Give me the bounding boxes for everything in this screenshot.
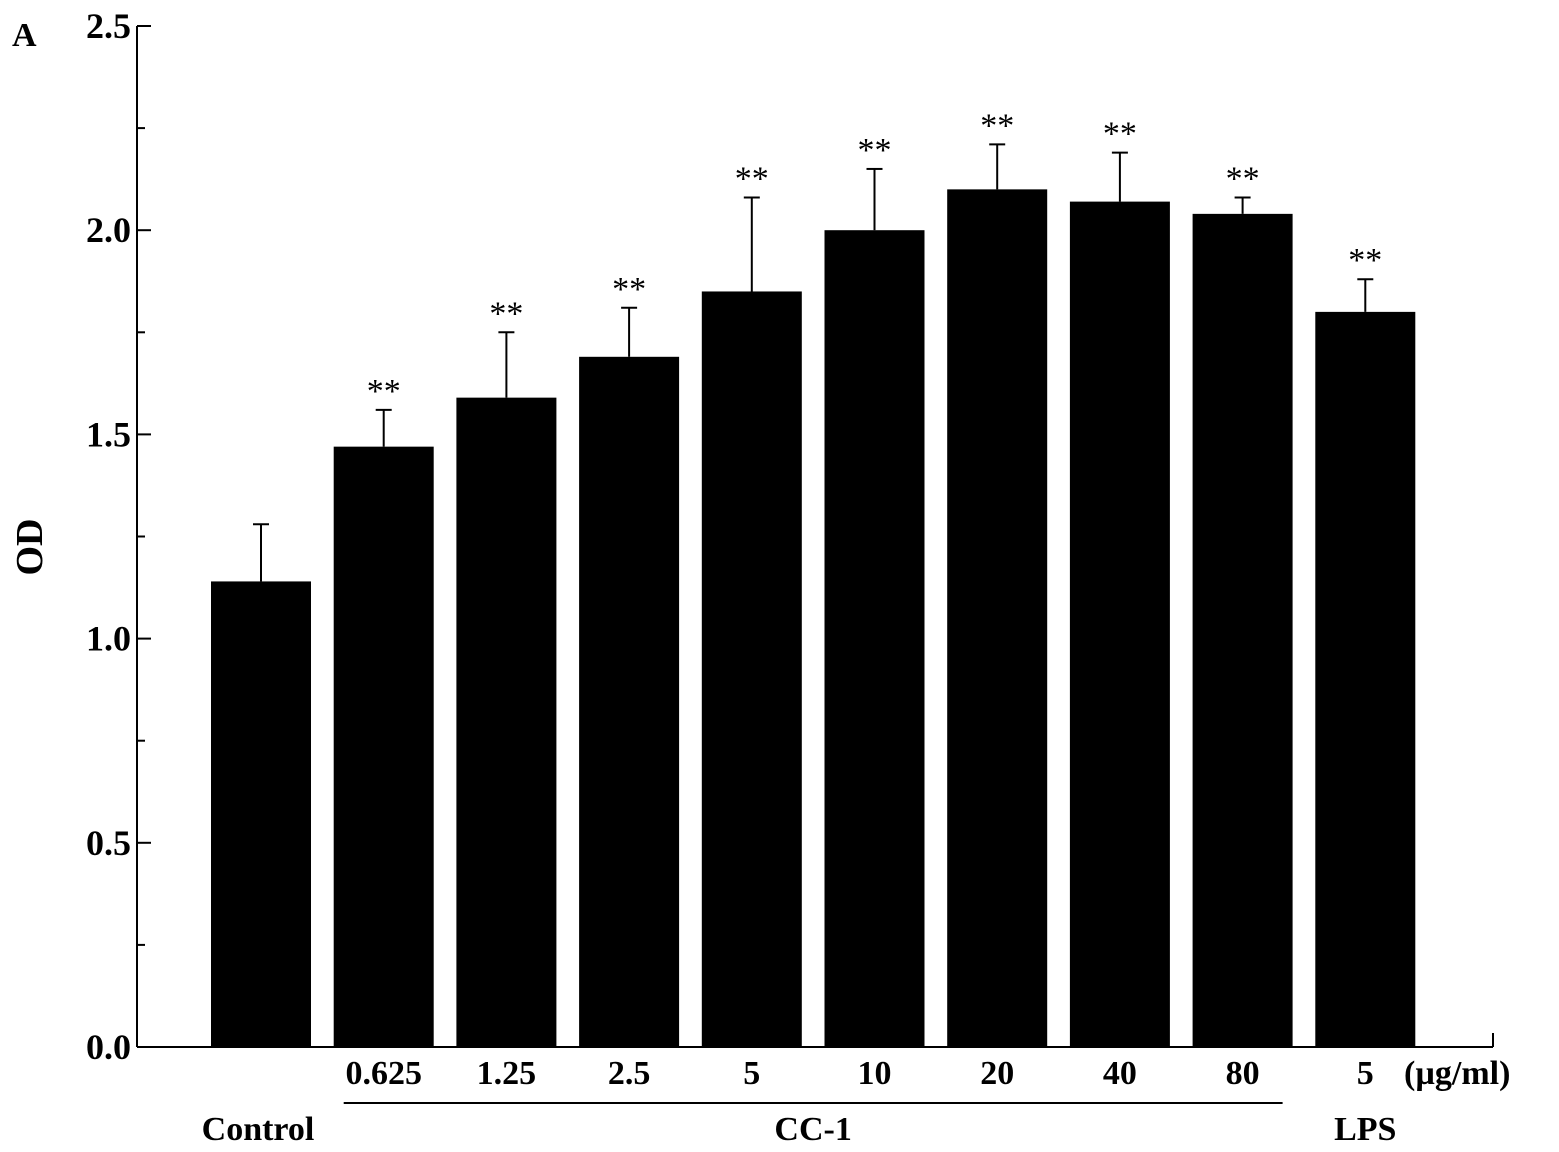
x-tick-label: 40 bbox=[1103, 1055, 1137, 1092]
x-tick-label: 80 bbox=[1226, 1055, 1260, 1092]
significance-marker: ** bbox=[1226, 161, 1260, 198]
bar bbox=[579, 356, 680, 1048]
x-tick-label: 20 bbox=[980, 1055, 1014, 1092]
bar bbox=[701, 291, 802, 1048]
y-tick-label: 1.0 bbox=[86, 619, 131, 659]
y-tick-label: 0.5 bbox=[86, 823, 131, 863]
x-tick-label: 5 bbox=[1357, 1055, 1374, 1092]
x-tick-label: 0.625 bbox=[345, 1055, 422, 1092]
group-label: Control bbox=[202, 1111, 315, 1148]
unit-label: (µg/ml) bbox=[1404, 1055, 1510, 1092]
bar bbox=[947, 189, 1048, 1048]
x-tick-label: 10 bbox=[858, 1055, 892, 1092]
significance-marker: ** bbox=[489, 295, 523, 332]
y-tick-label: 2.5 bbox=[86, 6, 131, 46]
bar bbox=[1192, 213, 1293, 1047]
y-tick-label: 1.5 bbox=[86, 414, 131, 454]
significance-marker: ** bbox=[1103, 116, 1137, 153]
significance-marker: ** bbox=[858, 132, 892, 169]
significance-marker: ** bbox=[367, 373, 401, 410]
bar bbox=[824, 230, 925, 1047]
significance-marker: ** bbox=[980, 107, 1014, 144]
x-tick-label: 5 bbox=[743, 1055, 760, 1092]
x-labels: 0.625 1.25 2.5 5 10 20 40 80 5 Control CC-1 LPS bbox=[202, 1055, 1397, 1148]
significance-marker: ** bbox=[1348, 242, 1382, 279]
y-axis-label: OD bbox=[9, 519, 51, 576]
panel-label: A bbox=[12, 17, 37, 54]
x-tick-label: 2.5 bbox=[608, 1055, 651, 1092]
group-label: CC-1 bbox=[774, 1111, 851, 1148]
y-tick-label: 0.0 bbox=[86, 1027, 131, 1067]
x-tick-label: 1.25 bbox=[477, 1055, 537, 1092]
bar bbox=[456, 397, 557, 1047]
y-tick-label: 2.0 bbox=[86, 210, 131, 250]
bars: ** ** ** ** ** ** ** ** ** bbox=[211, 107, 1416, 1048]
significance-marker: ** bbox=[735, 161, 769, 198]
bar bbox=[211, 581, 311, 1047]
bar bbox=[333, 446, 434, 1048]
bar bbox=[1315, 311, 1416, 1047]
bar bbox=[1069, 201, 1170, 1047]
significance-marker: ** bbox=[612, 271, 646, 308]
group-label: LPS bbox=[1334, 1111, 1396, 1148]
